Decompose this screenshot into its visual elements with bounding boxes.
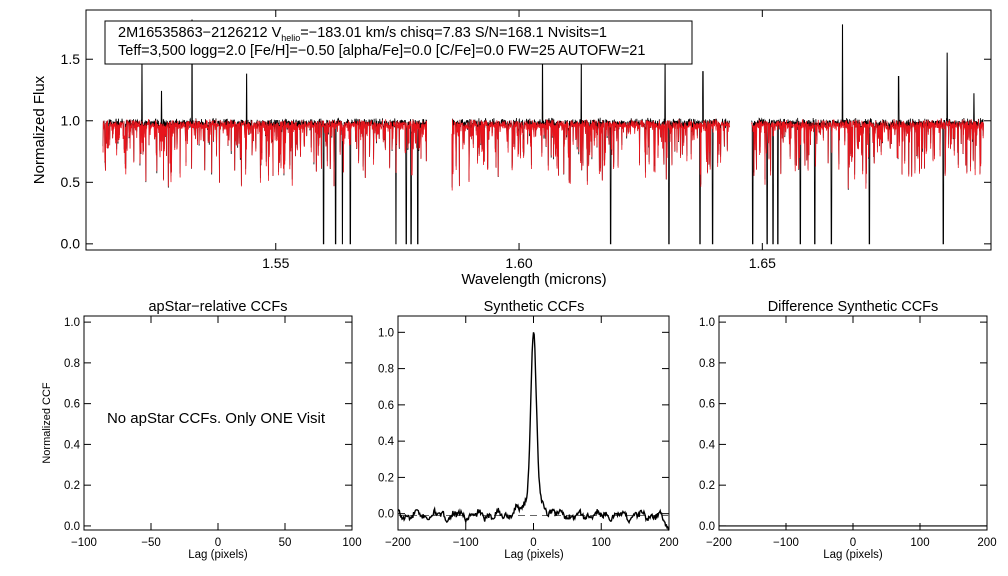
y-tick-label: 0.8 xyxy=(699,358,715,370)
synthetic-ccf-lines xyxy=(397,332,670,532)
y-tick-label: 0.0 xyxy=(64,521,80,533)
synthetic-ccf-x-label: Lag (pixels) xyxy=(504,549,564,561)
synthetic-ccf-line xyxy=(397,332,670,532)
difference-ccf-x-label: Lag (pixels) xyxy=(823,549,883,561)
x-tick-label: 1.60 xyxy=(505,255,532,271)
y-tick-label: 1.5 xyxy=(61,51,81,67)
x-tick-label: 1.55 xyxy=(262,255,289,271)
apstar-ccf-panel: −100 −50 0 50 100 0.0 0.2 0.4 0.6 0.8 1.0 apStar−r… xyxy=(41,299,362,561)
apstar-ccf-title: apStar−relative CCFs xyxy=(148,299,287,315)
y-tick-label: 0.2 xyxy=(699,480,715,492)
spectrum-frame xyxy=(85,9,992,251)
x-tick-label: −200 xyxy=(385,537,411,549)
spectrum-lines xyxy=(102,19,985,245)
y-tick-label: 0.4 xyxy=(64,439,81,451)
x-tick-label: 200 xyxy=(977,537,996,549)
y-tick-label: 0.8 xyxy=(378,364,394,376)
y-tick-label: 0.0 xyxy=(699,521,715,533)
spectrum-panel: 1.55 1.60 1.65 0.0 0.5 1.0 1.5 2M16535863−2126… xyxy=(31,9,992,288)
x-tick-label: −100 xyxy=(453,537,479,549)
y-tick-label: 1.0 xyxy=(61,113,81,129)
apstar-ccf-x-label: Lag (pixels) xyxy=(188,549,248,561)
x-tick-label: 100 xyxy=(592,537,611,549)
y-tick-label: 0.2 xyxy=(64,480,80,492)
y-tick-label: 0.6 xyxy=(64,399,80,411)
y-tick-label: 1.0 xyxy=(378,327,394,339)
x-tick-label: 200 xyxy=(659,537,678,549)
model-spectrum-line xyxy=(102,117,984,191)
y-tick-label: 1.0 xyxy=(64,317,80,329)
apstar-ccf-ticks: −100 −50 0 50 100 0.0 0.2 0.4 0.6 0.8 1.0 xyxy=(64,316,362,549)
y-tick-label: 0.2 xyxy=(378,472,394,484)
y-tick-label: 1.0 xyxy=(699,317,715,329)
difference-ccf-panel: −200 −100 0 100 200 0.0 0.2 0.4 0.6 0.8 1.0 Differ… xyxy=(699,299,997,561)
x-tick-label: 100 xyxy=(342,537,361,549)
x-tick-label: 0 xyxy=(850,537,856,549)
spectrum-title-line2: Teff=3,500 logg=2.0 [Fe/H]=−0.50 [alpha/… xyxy=(118,43,645,59)
y-tick-label: 0.0 xyxy=(378,509,394,521)
synthetic-ccf-ticks: −200 −100 0 100 200 0.0 0.2 0.4 0.6 0.8 1.0 xyxy=(378,316,679,549)
x-tick-label: 0 xyxy=(530,537,536,549)
x-tick-label: −100 xyxy=(773,537,799,549)
synthetic-ccf-panel: −200 −100 0 100 200 0.0 0.2 0.4 0.6 0.8 1.0 Synthe… xyxy=(378,299,679,561)
synthetic-ccf-title: Synthetic CCFs xyxy=(484,299,585,315)
x-tick-label: 100 xyxy=(910,537,929,549)
spectrum-title-box xyxy=(104,20,693,65)
spectrum-x-label: Wavelength (microns) xyxy=(461,271,606,288)
apstar-ccf-y-label: Normalized CCF xyxy=(41,382,53,464)
x-tick-label: −50 xyxy=(141,537,161,549)
y-tick-label: 0.8 xyxy=(64,358,80,370)
y-tick-label: 0.4 xyxy=(699,439,716,451)
x-tick-label: −100 xyxy=(71,537,97,549)
synthetic-ccf-frame xyxy=(397,315,670,531)
y-tick-label: 0.5 xyxy=(61,174,81,190)
x-tick-label: 0 xyxy=(215,537,221,549)
difference-ccf-frame xyxy=(718,315,988,531)
y-tick-label: 0.4 xyxy=(378,436,395,448)
y-tick-label: 0.6 xyxy=(378,400,394,412)
difference-ccf-ticks: −200 −100 0 100 200 0.0 0.2 0.4 0.6 0.8 1.0 xyxy=(699,316,997,549)
y-tick-label: 0.6 xyxy=(699,399,715,411)
apstar-ccf-annotation: No apStar CCFs. Only ONE Visit xyxy=(107,410,326,427)
y-tick-label: 0.0 xyxy=(61,236,81,252)
spectrum-y-label: Normalized Flux xyxy=(31,75,48,184)
spectrum-title-line1: 2M16535863−2126212 Vhelio=−183.01 km/s c… xyxy=(118,25,607,43)
spectrum-ticks: 1.55 1.60 1.65 0.0 0.5 1.0 1.5 xyxy=(61,10,991,271)
difference-ccf-title: Difference Synthetic CCFs xyxy=(768,299,939,315)
x-tick-label: 50 xyxy=(279,537,292,549)
x-tick-label: 1.65 xyxy=(749,255,776,271)
x-tick-label: −200 xyxy=(706,537,732,549)
